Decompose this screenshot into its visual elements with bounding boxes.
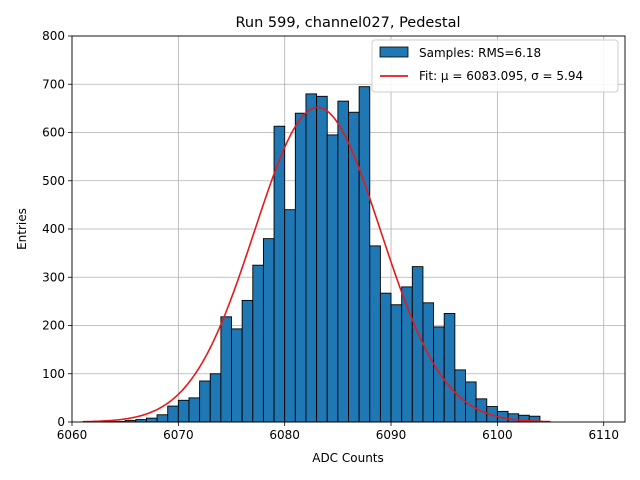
histogram-bar (348, 111, 360, 423)
y-tick-label: 700 (42, 77, 65, 91)
histogram-bar (305, 93, 318, 423)
y-tick-label: 500 (42, 174, 65, 188)
legend-fit-label: Fit: μ = 6083.095, σ = 5.94 (419, 69, 583, 83)
legend-box (371, 39, 619, 93)
x-tick-label: 6060 (57, 428, 88, 442)
y-tick-label: 0 (57, 415, 65, 429)
histogram-bar (284, 209, 296, 423)
histogram-bar (379, 292, 392, 423)
histogram-bar (262, 238, 275, 423)
histogram-bar (411, 266, 424, 423)
histogram-bar (167, 405, 179, 423)
y-axis-label: Entries (15, 208, 29, 250)
y-tick-label: 600 (42, 126, 65, 140)
histogram-bar (316, 95, 328, 423)
histogram-bar (294, 112, 307, 423)
histogram-bar (231, 328, 243, 423)
histogram-bar (199, 380, 211, 423)
histogram-bar (369, 245, 381, 423)
x-tick-label: 6110 (588, 428, 619, 442)
histogram-bar (443, 312, 456, 423)
y-axis-ticks: 0 100 200 300 400 500 600 700 800 (42, 29, 72, 429)
y-tick-label: 300 (42, 270, 65, 284)
gaussian-fit-curve (82, 106, 551, 423)
x-axis-label: ADC Counts (312, 451, 384, 465)
x-tick-label: 6080 (269, 428, 300, 442)
histogram-bar (220, 316, 232, 423)
legend-histogram-label: Samples: RMS=6.18 (419, 46, 541, 60)
y-tick-label: 800 (42, 29, 65, 43)
histogram-bar (454, 369, 466, 423)
histogram-bar (358, 86, 371, 423)
legend-histogram-swatch (379, 46, 409, 58)
histogram-bar (209, 373, 222, 423)
histogram-bar (390, 304, 403, 423)
y-tick-label: 200 (42, 319, 65, 333)
histogram-bar (177, 399, 190, 423)
histogram-bar (507, 413, 520, 423)
y-tick-label: 400 (42, 222, 65, 236)
histogram-bar (337, 100, 349, 423)
histogram-bar (433, 326, 445, 423)
x-tick-label: 6100 (482, 428, 513, 442)
histogram-bar (188, 397, 201, 423)
histogram-bars (103, 86, 541, 423)
histogram-bar (145, 417, 158, 423)
legend: Samples: RMS=6.18 Fit: μ = 6083.095, σ =… (371, 39, 619, 93)
x-tick-label: 6070 (163, 428, 194, 442)
x-axis-ticks: 6060 6070 6080 6090 6100 6110 (57, 422, 619, 442)
y-tick-label: 100 (42, 367, 65, 381)
histogram-bar (241, 299, 254, 423)
chart-title: Run 599, channel027, Pedestal (235, 15, 460, 31)
histogram-bar (156, 414, 169, 423)
histogram-bar (252, 264, 264, 423)
x-tick-label: 6090 (376, 428, 407, 442)
histogram-bar (326, 134, 339, 423)
